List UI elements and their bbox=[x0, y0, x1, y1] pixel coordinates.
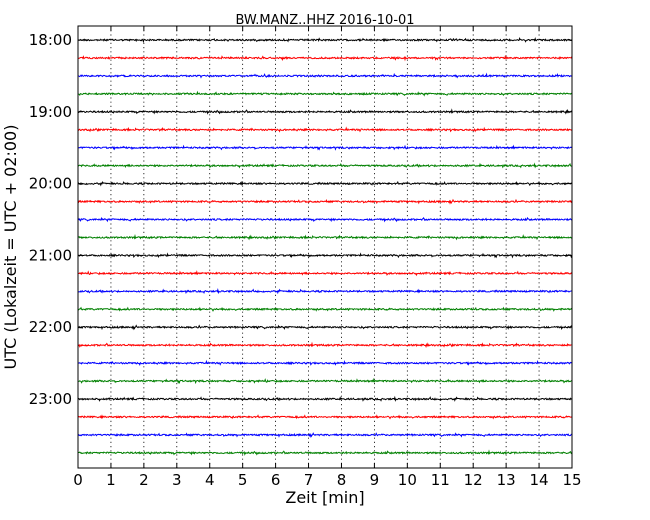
y-tick-label: 23:00 bbox=[29, 390, 72, 408]
y-axis-label: UTC (Lokalzeit = UTC + 02:00) bbox=[1, 125, 20, 370]
seismic-traces bbox=[77, 37, 573, 456]
trace-line bbox=[77, 306, 573, 312]
y-tick-label: 21:00 bbox=[29, 246, 72, 264]
trace-line bbox=[77, 395, 572, 402]
y-tick-label: 22:00 bbox=[29, 318, 72, 336]
x-tick-label: 12 bbox=[464, 471, 483, 489]
trace-line bbox=[77, 324, 573, 331]
trace-line bbox=[77, 432, 572, 439]
axis-ticks bbox=[77, 26, 573, 468]
x-tick-label: 13 bbox=[497, 471, 516, 489]
trace-line bbox=[77, 414, 573, 420]
x-tick-label: 6 bbox=[271, 471, 281, 489]
plot-frame bbox=[77, 25, 573, 469]
trace-line bbox=[77, 233, 572, 241]
trace-line bbox=[77, 180, 573, 187]
x-tick-label: 15 bbox=[562, 471, 581, 489]
x-tick-label: 1 bbox=[106, 471, 116, 489]
trace-line bbox=[77, 144, 573, 151]
x-tick-label: 9 bbox=[370, 471, 380, 489]
x-tick-label: 7 bbox=[304, 471, 314, 489]
trace-line bbox=[77, 162, 572, 169]
y-tick-label: 19:00 bbox=[29, 103, 72, 121]
trace-line bbox=[77, 288, 572, 295]
trace-line bbox=[77, 252, 573, 259]
x-tick-label: 10 bbox=[398, 471, 417, 489]
trace-line bbox=[77, 90, 573, 97]
y-tick-label: 20:00 bbox=[29, 175, 72, 193]
trace-line bbox=[77, 270, 573, 277]
x-tick-label: 2 bbox=[139, 471, 149, 489]
x-tick-label: 0 bbox=[73, 471, 83, 489]
x-axis-label: Zeit [min] bbox=[285, 488, 364, 507]
x-tick-label: 14 bbox=[530, 471, 549, 489]
x-tick-label: 4 bbox=[205, 471, 215, 489]
trace-line bbox=[77, 54, 573, 62]
trace-line bbox=[77, 72, 573, 79]
x-tick-labels: 0 1 2 3 4 5 6 7 8 9 10 11 12 13 14 15 bbox=[73, 471, 581, 489]
trace-line bbox=[77, 449, 573, 456]
trace-line bbox=[77, 341, 572, 349]
y-tick-label: 18:00 bbox=[29, 31, 72, 49]
trace-line bbox=[77, 37, 573, 44]
trace-line bbox=[77, 216, 573, 223]
trace-line bbox=[77, 377, 572, 385]
trace-line bbox=[77, 108, 573, 115]
trace-line bbox=[77, 126, 573, 133]
trace-line bbox=[77, 359, 573, 366]
x-tick-label: 8 bbox=[337, 471, 347, 489]
y-tick-labels: 18:00 19:00 20:00 21:00 22:00 23:00 bbox=[29, 31, 72, 408]
trace-line bbox=[77, 198, 573, 205]
x-tick-label: 5 bbox=[238, 471, 248, 489]
x-tick-label: 11 bbox=[431, 471, 450, 489]
x-tick-label: 3 bbox=[172, 471, 182, 489]
chart-title: BW.MANZ..HHZ 2016-10-01 bbox=[235, 13, 414, 28]
